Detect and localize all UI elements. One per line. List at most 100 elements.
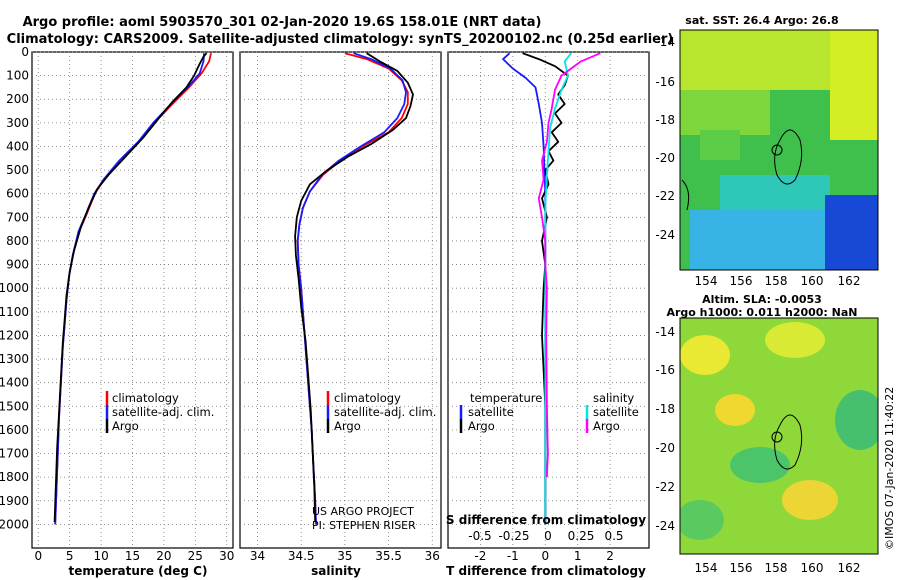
series-line-satellite-adj-clim- [54,53,205,525]
sst-lon-tick-2: 156 [730,274,753,288]
sst-lat-tick-4: -20 [655,151,675,165]
imos-watermark: ©IMOS 07-Jan-2020 11:40:22 [883,387,896,550]
sla-low-1 [730,447,790,483]
sst-cool-band [720,175,830,215]
sla-high-1 [680,335,730,375]
sla-high-3 [715,394,755,426]
s-tick-5: 0.5 [604,529,623,543]
series-line-salinity-satellite [544,52,572,525]
depth-tick-label: 1200 [0,328,29,342]
sst-patch [700,130,740,160]
sst-lon-tick-5: 162 [838,274,861,288]
depth-tick-label: 400 [6,139,29,153]
series-line-argo [53,52,208,523]
sst-lat-tick-6: -24 [655,228,675,242]
s-difference-axis-label: S difference from climatology [446,513,646,527]
series-line-salinity-argo [537,52,601,478]
credit-line-1: US ARGO PROJECT [312,505,414,518]
sla-lat-tick-6: -24 [655,519,675,533]
sla-coastline-new-caledonia [774,414,803,470]
sst-argo-position-marker [771,144,783,156]
s-tick-1: -0.5 [468,529,491,543]
x-tick-label: -1 [507,549,519,563]
sst-moderate-zone [680,90,770,135]
depth-tick-label: 1900 [0,494,29,508]
sla-low-2 [835,390,878,450]
x-tick-label: 0 [541,549,549,563]
legend-label-s-argo: Argo [593,419,620,433]
x-tick-labels: 0 5 10 15 20 25 30 34 34.5 35 35.5 36 -2 -1 0 1 2 [34,549,613,563]
x-tick-label: 5 [66,549,74,563]
s-tick-3: 0 [544,529,552,543]
series-line-satellite-adj-clim- [296,52,407,525]
legend-label-t-satellite: satellite [468,405,514,419]
depth-tick-label: 2000 [0,517,29,531]
depth-tick-label: 1700 [0,447,29,461]
x-tick-label: 25 [188,549,203,563]
legend-label-t-argo: Argo [468,419,495,433]
legend-label-argo: Argo [112,419,139,433]
grid-lines [32,51,649,548]
profile-lines [53,52,601,525]
sla-lat-tick-2: -16 [655,363,675,377]
s-tick-4: 0.25 [568,529,595,543]
x-tick-label: 30 [219,549,234,563]
depth-tick-label: 1800 [0,470,29,484]
salinity-axis-label: salinity [311,564,361,578]
sla-map [680,318,878,554]
sla-map-frame [679,317,879,555]
legend-label-s-satellite: satellite [593,405,639,419]
x-tick-label: 15 [125,549,140,563]
x-tick-label: 0 [34,549,42,563]
sst-cold-zone-south [690,210,830,270]
x-tick-label: 2 [606,549,614,563]
sst-lat-ticks: -14 -16 -18 -20 -22 -24 [655,35,675,242]
sst-warm-zone-east [830,30,878,140]
x-tick-label: 35 [337,549,352,563]
title-line-2: Climatology: CARS2009. Satellite-adjuste… [7,32,674,47]
sst-lon-tick-4: 160 [801,274,824,288]
series-line-argo [294,52,414,523]
sla-title-line-1: Altim. SLA: -0.0053 [702,293,822,306]
depth-tick-label: 1500 [0,399,29,413]
sla-lat-tick-4: -20 [655,441,675,455]
depth-tick-label: 600 [6,187,29,201]
x-tick-label: 35.5 [375,549,402,563]
legend-temperature-heading: temperature [470,391,542,405]
t-difference-axis-label: T difference from climatology [446,564,646,578]
depth-tick-label: 1300 [0,352,29,366]
depth-tick-label: 200 [6,92,29,106]
series-line-climatology [54,52,212,525]
x-tick-label: 10 [93,549,108,563]
depth-tick-label: 800 [6,234,29,248]
sla-low-3 [680,500,724,540]
depth-tick-label: 700 [6,210,29,224]
s-tick-2: -0.25 [498,529,529,543]
sla-lon-tick-1: 154 [695,561,718,575]
sla-lat-tick-5: -22 [655,480,675,494]
sst-lat-tick-2: -16 [655,75,675,89]
difference-legend: temperature satellite Argo salinity sate… [459,391,639,433]
depth-tick-labels: 0 100 200 300 400 500 600 700 800 900 1000 1100 1200… [0,45,29,531]
sla-lat-ticks: -14 -16 -18 -20 -22 -24 [655,325,675,533]
sst-coastline-new-caledonia [774,129,803,185]
legend-label-climatology-sal: climatology [334,391,401,405]
legend-label-climatology: climatology [112,391,179,405]
sla-argo-position-marker [771,431,783,443]
credit-line-2: PI: STEPHEN RISER [312,519,416,532]
sst-lat-tick-1: -14 [655,35,675,49]
sla-high-2 [765,322,825,358]
depth-tick-label: 1600 [0,423,29,437]
temperature-legend: climatology satellite-adj. clim. Argo [105,391,214,433]
legend-salinity-heading: salinity [593,391,634,405]
sst-lat-tick-5: -22 [655,189,675,203]
sla-lon-tick-3: 158 [765,561,788,575]
sst-map-frame [679,29,879,271]
x-tick-label: 34.5 [288,549,315,563]
legend-label-satellite-sal: satellite-adj. clim. [334,405,436,419]
sla-lon-tick-4: 160 [801,561,824,575]
x-tick-label: 34 [250,549,265,563]
salinity-panel-frame [239,51,442,549]
sst-lat-tick-3: -18 [655,113,675,127]
